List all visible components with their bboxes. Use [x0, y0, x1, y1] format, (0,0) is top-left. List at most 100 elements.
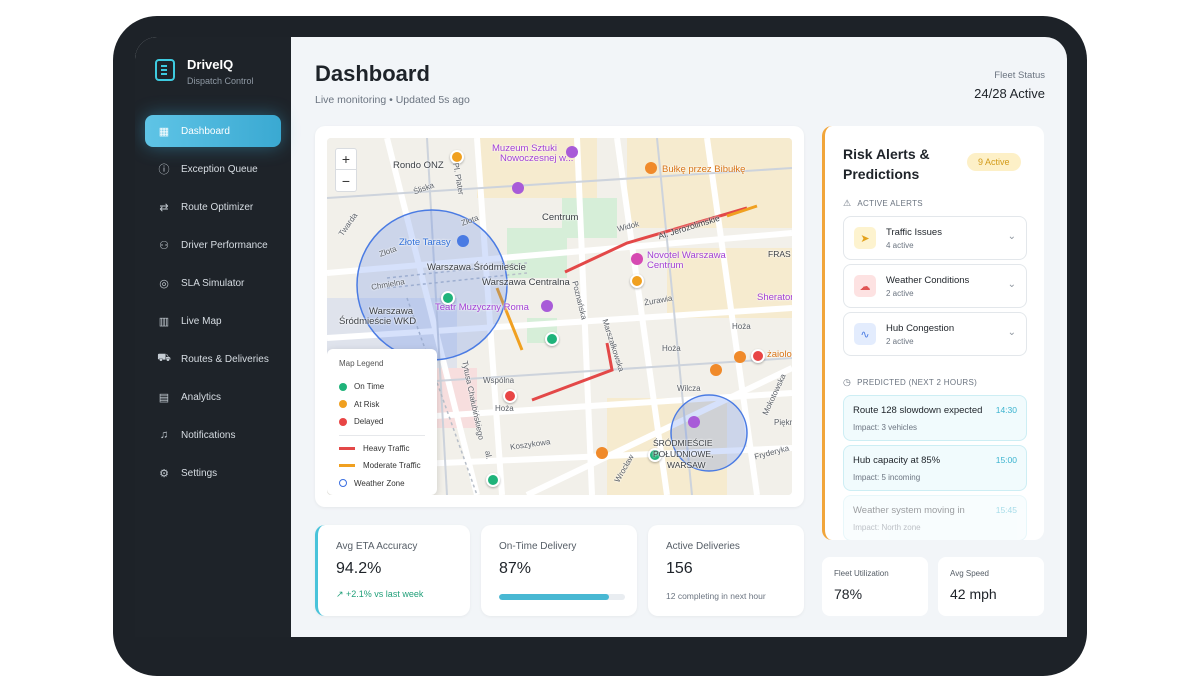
zoom-out-button[interactable]: −: [341, 172, 351, 189]
truck-icon: ⛟: [157, 352, 171, 364]
legend-title: Map Legend: [339, 359, 384, 368]
prediction-name: Route 128 slowdown expected: [853, 405, 983, 416]
map-card: Muzeum Sztuki Nowoczesnej w... Bułkę prz…: [315, 126, 804, 507]
prediction-item[interactable]: Hub capacity at 85% 15:00 Impact: 5 inco…: [843, 445, 1027, 491]
legend-weather-zone: Weather Zone: [339, 475, 425, 493]
sidebar-item-route-optimizer[interactable]: ⇄ Route Optimizer: [145, 191, 281, 223]
live-map[interactable]: Muzeum Sztuki Nowoczesnej w... Bułkę prz…: [327, 138, 792, 495]
sidebar-item-label: Notifications: [181, 429, 236, 441]
map-label: Hoża: [662, 344, 681, 353]
metric-avg-speed: Avg Speed 42 mph: [938, 557, 1044, 616]
delayed-dot-icon: [339, 417, 347, 426]
alert-count: 4 active: [886, 240, 914, 250]
map-label: POŁUDNIOWE,: [653, 449, 714, 459]
alert-traffic-issues[interactable]: ➤ Traffic Issues 4 active ⌄: [843, 216, 1027, 260]
station-icon: [457, 235, 469, 247]
restaurant-pin-icon: [734, 351, 746, 363]
weather-zone-ring-icon: [339, 479, 347, 488]
hotel-pin-icon: [631, 253, 643, 265]
metric-value: 87%: [499, 560, 532, 577]
app-screen: DriveIQ Dispatch Control ▦ Dashboard ⓘ E…: [135, 37, 1067, 637]
sidebar-item-notifications[interactable]: ♫ Notifications: [145, 419, 281, 451]
metric-label: On-Time Delivery: [499, 541, 577, 552]
on-time-marker[interactable]: [648, 448, 662, 462]
alert-circle-icon: ⓘ: [158, 164, 170, 176]
map-label: Muzeum Sztuki: [492, 143, 557, 154]
map-label: Novotel Warszawa: [647, 250, 726, 261]
metric-on-time-delivery: On-Time Delivery 87%: [481, 525, 637, 616]
map-label: Teatr Muzyczny Roma: [435, 302, 529, 313]
legend-on-time: On Time: [339, 378, 425, 396]
sidebar-item-settings[interactable]: ⚙ Settings: [145, 457, 281, 489]
map-label: Rondo ONZ: [393, 160, 444, 171]
alert-count: 2 active: [886, 288, 914, 298]
delayed-marker[interactable]: [751, 349, 765, 363]
app-subtitle: Dispatch Control: [187, 76, 254, 86]
legend-at-risk: At Risk: [339, 396, 425, 414]
metric-trend: ↗ +2.1% vs last week: [336, 589, 424, 599]
metric-label: Avg Speed: [950, 569, 989, 578]
metric-value: 156: [666, 560, 693, 577]
map-label: al.: [483, 450, 494, 460]
sidebar-item-sla-simulator[interactable]: ◎ SLA Simulator: [145, 267, 281, 299]
prediction-item[interactable]: Weather system moving in 15:45 Impact: N…: [843, 495, 1027, 540]
alert-count: 2 active: [886, 336, 914, 346]
prediction-item[interactable]: Route 128 slowdown expected 14:30 Impact…: [843, 395, 1027, 441]
sidebar-nav: ▦ Dashboard ⓘ Exception Queue ⇄ Route Op…: [145, 115, 281, 495]
route-icon: ⇄: [159, 201, 169, 214]
clock-icon: ◷: [843, 377, 852, 387]
sidebar-item-driver-performance[interactable]: ⚇ Driver Performance: [145, 229, 281, 261]
theatre-pin-icon: [541, 300, 553, 312]
metric-value: 78%: [834, 586, 863, 602]
map-icon: ▥: [158, 315, 170, 328]
map-label: Złote Tarasy: [399, 237, 451, 248]
alert-weather-conditions[interactable]: ☁ Weather Conditions 2 active ⌄: [843, 264, 1027, 308]
map-label: ŚRÓDMIEŚCIE: [653, 438, 713, 448]
museum-pin-icon: [566, 146, 578, 158]
sidebar-item-label: Settings: [181, 467, 218, 479]
sidebar-item-label: Analytics: [181, 391, 222, 403]
at-risk-dot-icon: [339, 400, 347, 409]
at-risk-marker[interactable]: [450, 150, 464, 164]
sidebar-item-exception-queue[interactable]: ⓘ Exception Queue: [145, 153, 281, 185]
section-label-text: PREDICTED (NEXT 2 HOURS): [857, 378, 978, 387]
alert-hub-congestion[interactable]: ∿ Hub Congestion 2 active ⌄: [843, 312, 1027, 356]
delayed-marker[interactable]: [503, 389, 517, 403]
zoom-in-button[interactable]: +: [336, 149, 356, 170]
risk-alerts-panel: Risk Alerts & Predictions 9 Active ⚠ ACTI…: [822, 126, 1044, 540]
metric-eta-accuracy: Avg ETA Accuracy 94.2% ↗ +2.1% vs last w…: [315, 525, 470, 616]
prediction-impact: Impact: 5 incoming: [853, 473, 921, 482]
prediction-name: Hub capacity at 85%: [853, 455, 941, 466]
metric-note: 12 completing in next hour: [666, 591, 766, 601]
metric-label: Avg ETA Accuracy: [336, 541, 418, 552]
fleet-status-value: 24/28 Active: [974, 86, 1045, 101]
map-zoom-controls: + −: [335, 148, 357, 192]
at-risk-marker[interactable]: [630, 274, 644, 288]
driveiq-logo-icon: [155, 59, 175, 81]
grid-icon: ▦: [158, 125, 170, 138]
on-time-progress-bar: [499, 594, 625, 600]
bar-chart-icon: ▤: [158, 391, 170, 404]
warning-triangle-icon: ⚠: [843, 198, 852, 208]
map-label: Warszawa: [369, 306, 413, 317]
fleet-status-label: Fleet Status: [994, 70, 1045, 81]
app-name: DriveIQ: [187, 57, 234, 72]
on-time-marker[interactable]: [545, 332, 559, 346]
sidebar: DriveIQ Dispatch Control ▦ Dashboard ⓘ E…: [135, 37, 291, 637]
sidebar-item-live-map[interactable]: ▥ Live Map: [145, 305, 281, 337]
legend-label: At Risk: [354, 399, 380, 409]
restaurant-pin-icon: [710, 364, 722, 376]
legend-label: On Time: [354, 382, 385, 392]
prediction-impact: Impact: 3 vehicles: [853, 423, 918, 432]
sidebar-item-dashboard[interactable]: ▦ Dashboard: [145, 115, 281, 147]
sidebar-item-analytics[interactable]: ▤ Analytics: [145, 381, 281, 413]
map-label: Wspólna: [483, 376, 515, 385]
on-time-marker[interactable]: [486, 473, 500, 487]
legend-delayed: Delayed: [339, 413, 425, 431]
map-label: żaiolo: [767, 349, 792, 360]
on-time-marker[interactable]: [441, 291, 455, 305]
main-content: Dashboard Live monitoring • Updated 5s a…: [291, 37, 1067, 637]
sidebar-item-routes-deliveries[interactable]: ⛟ Routes & Deliveries: [145, 343, 281, 375]
sidebar-item-label: Dashboard: [181, 125, 230, 137]
map-label: Wilcza: [677, 384, 701, 393]
